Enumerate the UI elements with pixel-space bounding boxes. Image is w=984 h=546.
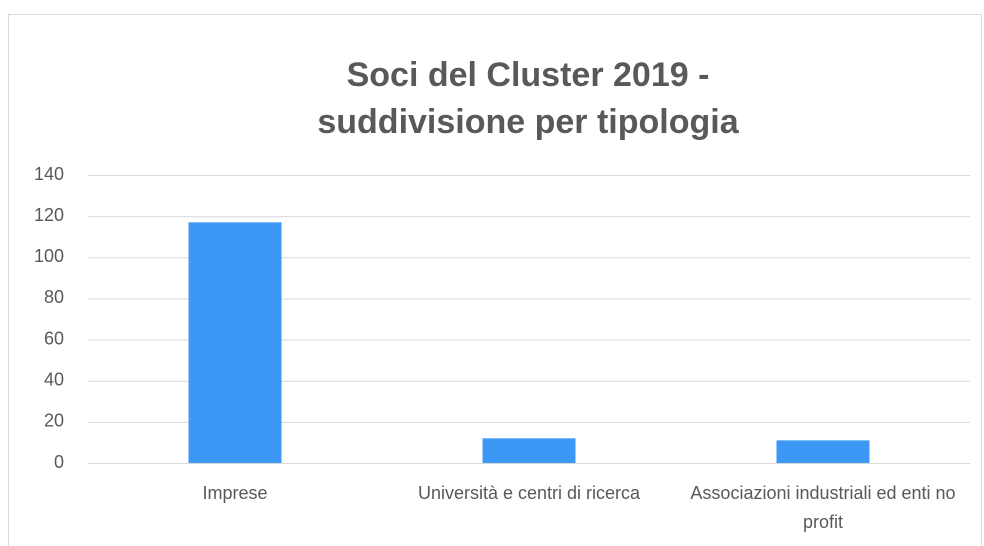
x-tick-label: Associazioni industriali ed enti no profi… [690, 483, 955, 532]
y-tick-label: 0 [54, 452, 64, 472]
chart-title: Soci del Cluster 2019 - [347, 56, 710, 94]
y-tick-label: 120 [34, 205, 64, 225]
chart-frame [8, 14, 982, 546]
bar [776, 440, 870, 463]
x-tick-label: Università e centri di ricerca [418, 483, 641, 503]
y-tick-label: 80 [44, 287, 64, 307]
y-tick-label: 40 [44, 369, 64, 389]
bar [188, 222, 282, 463]
x-tick-label-line: profit [803, 512, 843, 532]
y-tick-label: 60 [44, 328, 64, 348]
bar [482, 438, 576, 463]
y-tick-label: 20 [44, 411, 64, 431]
y-tick-label: 100 [34, 246, 64, 266]
y-tick-label: 140 [34, 164, 64, 184]
x-tick-label: Imprese [202, 483, 267, 503]
chart-title: suddivisione per tipologia [317, 103, 739, 141]
x-tick-label-line: Associazioni industriali ed enti no [690, 483, 955, 503]
